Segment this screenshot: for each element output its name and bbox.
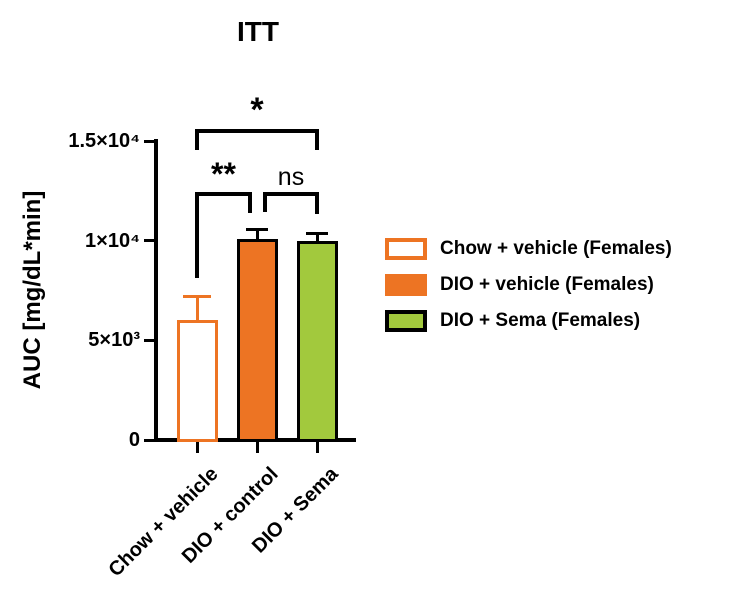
legend-item-0: Chow + vehicle (Females) (385, 237, 672, 260)
error-stem-1 (255, 229, 259, 239)
legend: Chow + vehicle (Females) DIO + vehicle (F… (385, 237, 672, 345)
legend-label-1: DIO + vehicle (Females) (440, 274, 654, 295)
y-axis-label: AUC [mg/dL*min] (19, 190, 46, 390)
bar-1 (236, 238, 278, 442)
error-cap-2 (306, 232, 328, 236)
sig-bracket-arm-1-right (315, 192, 319, 214)
error-cap-1 (246, 228, 268, 232)
sig-bracket-arm-1-left (263, 192, 267, 212)
sig-bracket-arm-0-right (248, 192, 252, 213)
legend-swatch-0 (385, 237, 427, 260)
bar-2 (296, 240, 338, 442)
y-tick-label-0: 0 (128, 429, 140, 451)
legend-swatch-1 (385, 273, 427, 296)
legend-item-2: DIO + Sema (Females) (385, 309, 672, 332)
sig-bracket-line-1 (263, 192, 319, 196)
y-tick-label-2: 1×10⁴ (85, 229, 140, 252)
sig-label-1: ns (277, 163, 305, 191)
error-stem-0 (195, 296, 199, 321)
x-tick-line-2 (315, 442, 319, 453)
y-axis-line (154, 139, 158, 442)
x-tick-line-1 (255, 442, 259, 453)
sig-bracket-line-2 (195, 129, 319, 133)
y-tick-line-1 (144, 338, 154, 342)
legend-item-1: DIO + vehicle (Females) (385, 273, 672, 296)
error-cap-0 (183, 294, 211, 298)
legend-label-2: DIO + Sema (Females) (440, 310, 641, 331)
sig-label-2: * (250, 91, 264, 129)
chart-title: ITT (237, 16, 279, 47)
x-tick-line-0 (195, 442, 199, 453)
sig-bracket-arm-2-left (195, 129, 199, 150)
y-tick-line-2 (144, 239, 154, 243)
y-tick-line-0 (144, 438, 154, 442)
y-tick-label-3: 1.5×10⁴ (68, 130, 140, 152)
bar-0 (176, 320, 218, 442)
y-tick-line-3 (144, 139, 154, 143)
error-stem-2 (315, 233, 319, 241)
sig-bracket-arm-2-right (315, 129, 319, 150)
legend-label-0: Chow + vehicle (Females) (440, 238, 672, 259)
legend-swatch-2 (385, 309, 427, 332)
sig-bracket-arm-0-left (195, 192, 199, 278)
sig-bracket-line-0 (195, 192, 252, 196)
sig-label-0: ** (211, 156, 236, 192)
y-tick-label-1: 5×10³ (88, 329, 140, 352)
